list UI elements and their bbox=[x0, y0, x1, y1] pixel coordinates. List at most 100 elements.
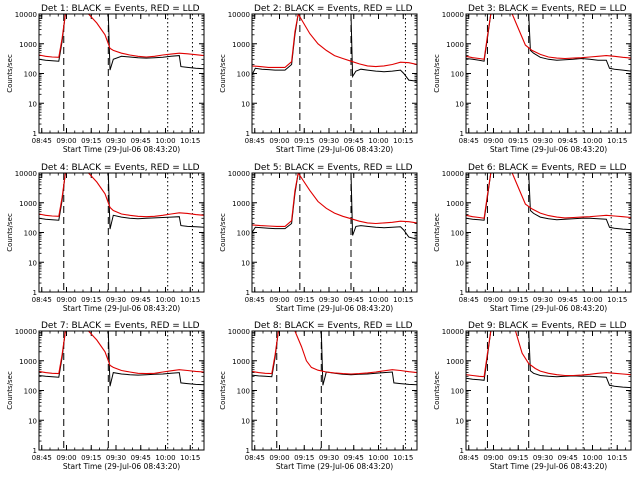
chart-title: Det 5: BLACK = Events, RED = LLD bbox=[254, 163, 413, 173]
x-axis-label: Start Time (29-Jul-06 08:43:20) bbox=[276, 462, 393, 471]
series-line-events bbox=[252, 173, 417, 240]
detector-panel-1: Det 1: BLACK = Events, RED = LLD 1 10 100 10… bbox=[6, 4, 205, 154]
y-tick-label: 1000 bbox=[446, 200, 464, 208]
x-tick-label: 09:45 bbox=[558, 296, 578, 304]
plot-frame bbox=[465, 330, 632, 451]
y-tick-label: 1 bbox=[460, 447, 464, 455]
y-tick-label: 1 bbox=[246, 447, 250, 455]
y-tick-label: 1 bbox=[460, 130, 464, 138]
y-tick-label: 10000 bbox=[442, 11, 464, 19]
series-line-lld bbox=[39, 331, 204, 375]
y-tick-label: 10000 bbox=[228, 11, 250, 19]
x-tick-label: 10:15 bbox=[607, 454, 627, 462]
chart-title: Det 2: BLACK = Events, RED = LLD bbox=[254, 4, 413, 14]
x-axis-label: Start Time (29-Jul-06 08:43:20) bbox=[63, 462, 180, 471]
x-tick-label: 10:15 bbox=[180, 454, 200, 462]
x-tick-label: 09:45 bbox=[344, 137, 364, 145]
y-tick-label: 10 bbox=[241, 100, 250, 108]
plot-frame bbox=[465, 13, 632, 134]
y-tick-label: 100 bbox=[451, 230, 464, 238]
y-tick-label: 1000 bbox=[446, 358, 464, 366]
x-tick-label: 10:15 bbox=[180, 296, 200, 304]
y-tick-label: 1 bbox=[33, 289, 37, 297]
y-axis-label: Counts/sec bbox=[433, 213, 441, 252]
y-tick-label: 10000 bbox=[15, 328, 37, 336]
y-tick-label: 100 bbox=[24, 388, 37, 396]
x-tick-label: 08:45 bbox=[245, 296, 265, 304]
detector-panel-7: Det 7: BLACK = Events, RED = LLD 1 10 100 10… bbox=[6, 321, 205, 471]
x-axis-label: Start Time (29-Jul-06 08:43:20) bbox=[490, 304, 607, 313]
x-tick-label: 10:00 bbox=[582, 137, 602, 145]
y-tick-label: 1 bbox=[33, 447, 37, 455]
chart-title: Det 3: BLACK = Events, RED = LLD bbox=[468, 4, 627, 14]
x-tick-label: 09:45 bbox=[558, 137, 578, 145]
y-tick-label: 1000 bbox=[232, 200, 250, 208]
detector-panel-5: Det 5: BLACK = Events, RED = LLD 1 10 100 10… bbox=[219, 163, 418, 313]
x-tick-label: 10:00 bbox=[155, 454, 175, 462]
x-tick-label: 09:00 bbox=[269, 137, 289, 145]
series-line-events bbox=[466, 331, 631, 389]
x-tick-label: 09:15 bbox=[294, 137, 314, 145]
detector-panel-4: Det 4: BLACK = Events, RED = LLD 1 10 100 10… bbox=[6, 163, 205, 313]
x-tick-label: 10:00 bbox=[368, 454, 388, 462]
x-tick-label: 08:45 bbox=[459, 454, 479, 462]
x-tick-label: 09:45 bbox=[558, 454, 578, 462]
x-tick-label: 09:30 bbox=[319, 454, 339, 462]
plot-frame bbox=[38, 330, 205, 451]
x-tick-label: 09:15 bbox=[294, 296, 314, 304]
x-tick-label: 09:30 bbox=[533, 137, 553, 145]
x-tick-label: 08:45 bbox=[32, 454, 52, 462]
y-tick-label: 10000 bbox=[228, 328, 250, 336]
series-line-lld bbox=[252, 331, 417, 375]
plot-frame bbox=[251, 330, 418, 451]
y-tick-label: 1 bbox=[33, 130, 37, 138]
y-tick-label: 10 bbox=[241, 259, 250, 267]
y-tick-label: 1 bbox=[246, 289, 250, 297]
series-line-events bbox=[466, 14, 631, 72]
x-tick-label: 09:00 bbox=[56, 296, 76, 304]
x-tick-label: 10:00 bbox=[368, 137, 388, 145]
y-axis-label: Counts/sec bbox=[433, 54, 441, 93]
y-tick-label: 1 bbox=[246, 130, 250, 138]
y-tick-label: 10000 bbox=[15, 170, 37, 178]
x-tick-label: 09:30 bbox=[106, 296, 126, 304]
x-tick-label: 09:30 bbox=[106, 454, 126, 462]
x-tick-label: 09:30 bbox=[533, 296, 553, 304]
x-tick-label: 09:30 bbox=[319, 137, 339, 145]
x-tick-label: 09:00 bbox=[483, 454, 503, 462]
chart-title: Det 9: BLACK = Events, RED = LLD bbox=[468, 321, 627, 331]
plot-frame bbox=[251, 172, 418, 293]
detector-panel-9: Det 9: BLACK = Events, RED = LLD 1 10 100 10… bbox=[433, 321, 632, 471]
y-tick-label: 10000 bbox=[15, 11, 37, 19]
x-tick-label: 09:00 bbox=[56, 454, 76, 462]
series-line-events bbox=[466, 173, 631, 231]
chart-title: Det 4: BLACK = Events, RED = LLD bbox=[41, 163, 200, 173]
x-tick-label: 09:45 bbox=[131, 454, 151, 462]
x-tick-label: 09:00 bbox=[483, 137, 503, 145]
y-axis-label: Counts/sec bbox=[433, 371, 441, 410]
x-tick-label: 09:00 bbox=[56, 137, 76, 145]
x-tick-label: 10:15 bbox=[393, 296, 413, 304]
x-axis-label: Start Time (29-Jul-06 08:43:20) bbox=[276, 304, 393, 313]
plot-frame bbox=[251, 13, 418, 134]
x-tick-label: 08:45 bbox=[245, 137, 265, 145]
chart-title: Det 1: BLACK = Events, RED = LLD bbox=[41, 4, 200, 14]
x-tick-label: 09:00 bbox=[269, 454, 289, 462]
series-line-events bbox=[39, 331, 204, 387]
x-axis-label: Start Time (29-Jul-06 08:43:20) bbox=[276, 145, 393, 154]
series-line-events bbox=[39, 14, 204, 71]
series-line-events bbox=[39, 173, 204, 230]
y-tick-label: 10 bbox=[455, 100, 464, 108]
x-axis-label: Start Time (29-Jul-06 08:43:20) bbox=[490, 145, 607, 154]
y-tick-label: 1000 bbox=[232, 358, 250, 366]
y-tick-label: 1000 bbox=[232, 41, 250, 49]
y-tick-label: 10000 bbox=[228, 170, 250, 178]
y-axis-label: Counts/sec bbox=[6, 54, 14, 93]
x-tick-label: 09:15 bbox=[81, 296, 101, 304]
series-line-events bbox=[252, 14, 417, 82]
y-tick-label: 1 bbox=[460, 289, 464, 297]
y-axis-label: Counts/sec bbox=[6, 213, 14, 252]
y-tick-label: 1000 bbox=[19, 358, 37, 366]
x-tick-label: 10:15 bbox=[393, 454, 413, 462]
